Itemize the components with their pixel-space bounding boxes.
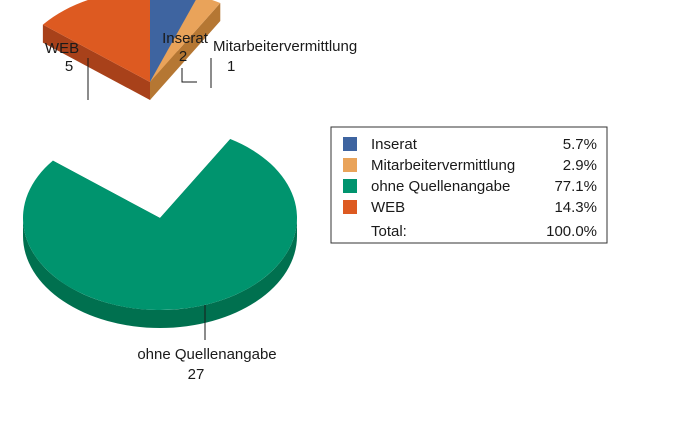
slice-label-mitarbeitervermittlung: Mitarbeitervermittlung bbox=[213, 38, 357, 55]
pie-tops bbox=[23, 0, 298, 310]
pie-slice-ohne-quellenangabe bbox=[23, 139, 298, 310]
legend-swatch-inserat bbox=[343, 137, 357, 151]
legend-swatch-mitarbeitervermittlung bbox=[343, 158, 357, 172]
legend-label-mitarbeitervermittlung: Mitarbeitervermittlung bbox=[371, 157, 515, 174]
slice-value-mitarbeitervermittlung: 1 bbox=[227, 58, 235, 75]
pie-slice-mitarbeitervermittlung bbox=[150, 0, 221, 82]
pie-leaders bbox=[87, 58, 212, 340]
legend-label-ohne-quellenangabe: ohne Quellenangabe bbox=[371, 178, 510, 195]
legend-rows: Inserat 5.7% Mitarbeitervermittlung 2.9% ohn… bbox=[343, 136, 597, 216]
pie-wall-mitarbeitervermittlung-1 bbox=[150, 3, 221, 100]
slice-value-ohne-quellenangabe: 27 bbox=[188, 366, 205, 383]
legend-total-label: Total: bbox=[371, 223, 407, 240]
legend-box bbox=[330, 126, 608, 244]
slice-value-inserat: 2 bbox=[179, 48, 187, 65]
slice-value-web: 5 bbox=[65, 58, 73, 75]
legend-swatch-ohne-quellenangabe bbox=[343, 179, 357, 193]
pie-wall-web-0 bbox=[42, 24, 151, 100]
legend-label-inserat: Inserat bbox=[371, 136, 418, 153]
slice-label-ohne-quellenangabe: ohne Quellenangabe bbox=[137, 346, 276, 363]
legend-percent-inserat: 5.7% bbox=[563, 136, 597, 153]
leader-line-inserat bbox=[181, 68, 197, 83]
legend-percent-web: 14.3% bbox=[554, 199, 597, 216]
legend-swatch-web bbox=[343, 200, 357, 214]
pie-slice-inserat bbox=[150, 0, 196, 82]
pie-slice-web bbox=[42, 0, 150, 82]
slice-label-inserat: Inserat bbox=[162, 30, 209, 47]
pie-side-ohne-quellenangabe bbox=[23, 218, 297, 328]
legend-total-percent: 100.0% bbox=[546, 223, 597, 240]
legend: Inserat 5.7% Mitarbeitervermittlung 2.9% ohn… bbox=[330, 126, 608, 244]
slice-label-web: WEB bbox=[45, 40, 79, 57]
legend-label-web: WEB bbox=[371, 199, 405, 216]
legend-percent-ohne-quellenangabe: 77.1% bbox=[554, 178, 597, 195]
legend-percent-mitarbeitervermittlung: 2.9% bbox=[563, 157, 597, 174]
